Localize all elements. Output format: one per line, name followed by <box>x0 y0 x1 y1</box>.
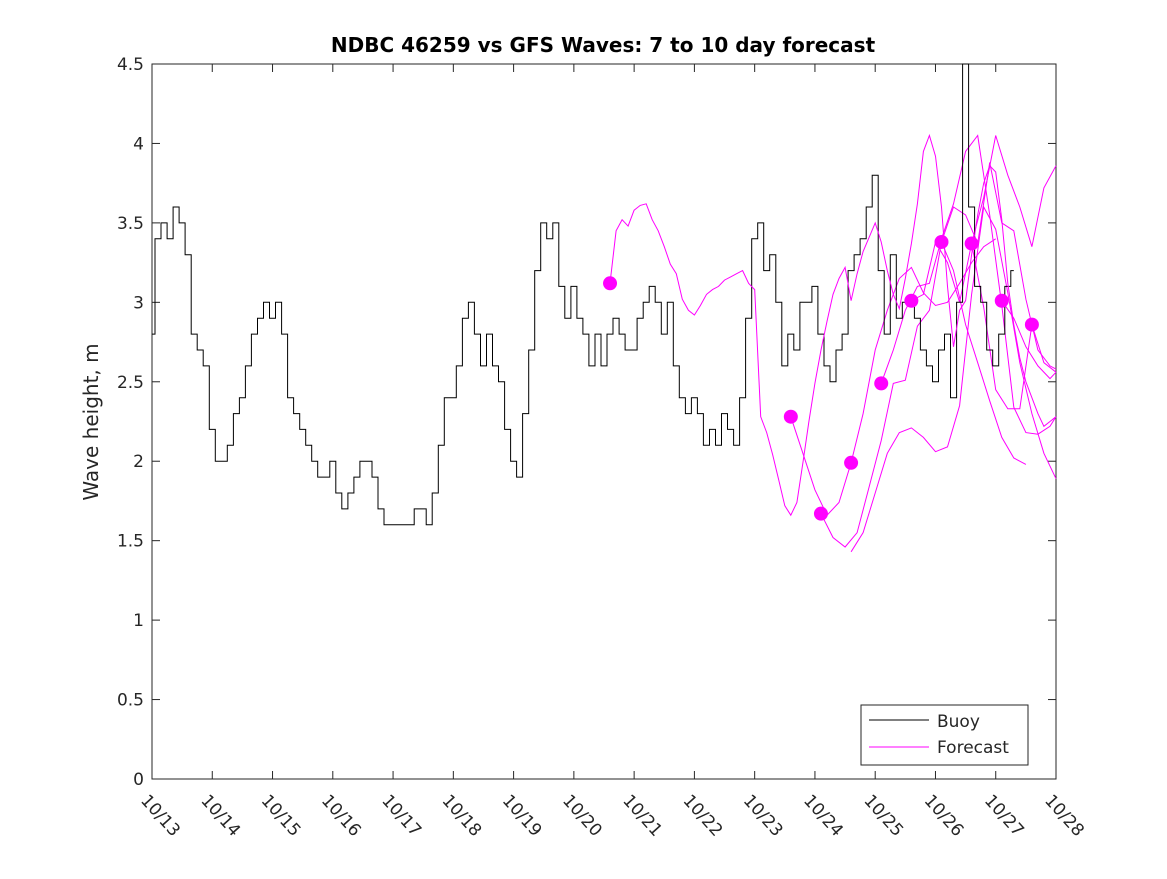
forecast-marker <box>934 234 949 249</box>
y-tick-label: 3.5 <box>117 214 144 234</box>
forecast-marker <box>964 236 979 251</box>
data-series <box>152 63 1057 526</box>
y-tick-label: 0 <box>133 770 144 790</box>
chart-title: NDBC 46259 vs GFS Waves: 7 to 10 day for… <box>331 33 876 57</box>
y-tick-label: 1.5 <box>117 532 144 552</box>
forecast-marker <box>1024 317 1039 332</box>
forecast-marker <box>813 506 828 521</box>
legend: Buoy Forecast <box>860 704 1029 766</box>
forecast-marker <box>994 293 1009 308</box>
legend-buoy-label: Buoy <box>937 712 980 732</box>
y-axis-label: Wave height, m <box>79 343 103 500</box>
y-tick-label: 3 <box>133 293 144 313</box>
y-tick-label: 4.5 <box>117 55 144 75</box>
forecast-marker <box>783 409 798 424</box>
legend-forecast-label: Forecast <box>937 738 1009 758</box>
y-tick-label: 2 <box>133 452 144 472</box>
forecast-marker <box>904 293 919 308</box>
forecast-trace-line <box>820 240 1027 548</box>
forecast-trace-line <box>1001 300 1057 380</box>
buoy-series-line <box>152 63 1014 526</box>
forecast-marker <box>603 276 618 291</box>
forecast-trace-line <box>971 135 1057 247</box>
forecast-trace-line <box>850 205 1057 553</box>
y-tick-label: 2.5 <box>117 373 144 393</box>
plot-area <box>151 63 1057 780</box>
legend-box <box>860 704 1029 766</box>
forecast-series-line <box>609 133 1057 517</box>
forecast-marker <box>874 376 889 391</box>
y-tick-label: 4 <box>133 134 144 154</box>
forecast-marker <box>844 455 859 470</box>
y-tick-label: 0.5 <box>117 691 144 711</box>
y-tick-label: 1 <box>133 611 144 631</box>
y-axis: 0 0.5 1 1.5 2 2.5 3 3.5 4 4.5 <box>117 55 1056 790</box>
